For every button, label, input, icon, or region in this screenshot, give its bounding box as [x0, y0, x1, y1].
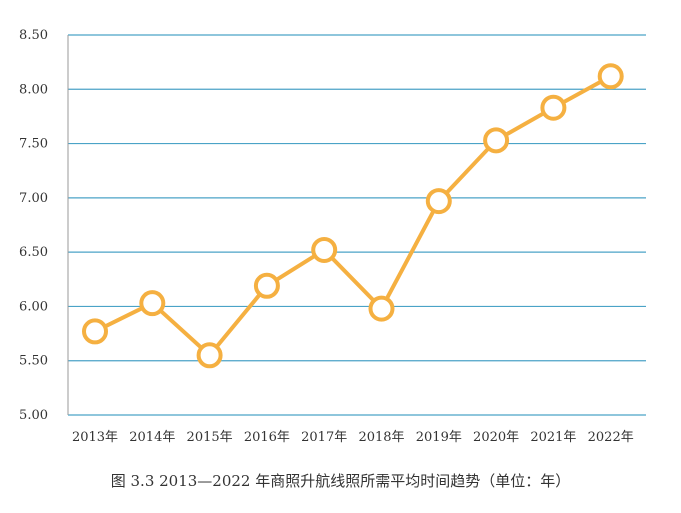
x-tick-label: 2019年: [416, 430, 462, 445]
x-tick-label: 2017年: [301, 430, 347, 445]
y-tick-label: 7.00: [19, 191, 48, 206]
data-point-7: [483, 127, 510, 154]
x-tick-label: 2020年: [473, 430, 519, 445]
x-tick-label: 2021年: [530, 430, 576, 445]
data-point-2: [196, 342, 223, 369]
y-tick-label: 6.50: [19, 245, 48, 260]
y-tick-label: 6.00: [19, 299, 48, 314]
data-point-8: [540, 94, 567, 121]
x-tick-label: 2013年: [72, 430, 118, 445]
data-point-4: [311, 236, 338, 263]
x-tick-label: 2016年: [244, 430, 290, 445]
data-point-0: [82, 318, 108, 345]
data-point-3: [253, 272, 280, 299]
y-tick-label: 7.50: [19, 137, 48, 152]
grid-lines: [67, 34, 646, 416]
x-tick-label: 2014年: [129, 430, 175, 445]
x-axis-tick-labels: 2013年 2014年 2015年 2016年 2017年 2018年 2019年 2020年…: [72, 430, 634, 445]
x-tick-label: 2015年: [187, 430, 233, 445]
y-tick-label: 8.00: [19, 82, 48, 97]
figure-caption: 图 3.3 2013—2022 年商照升航线照所需平均时间趋势（单位：年）: [110, 472, 571, 490]
y-tick-label: 8.50: [19, 28, 48, 43]
y-axis-tick-labels: 5.00 5.50 6.00 6.50 7.00 7.50 8.00 8.50: [19, 28, 48, 423]
data-point-6: [425, 188, 452, 215]
series-line-path: [93, 74, 613, 358]
series-points: [82, 63, 624, 369]
data-point-1: [139, 290, 166, 317]
data-point-9: [597, 63, 624, 90]
x-tick-label: 2022年: [588, 430, 634, 445]
series-line: [93, 74, 613, 358]
data-point-5: [368, 295, 395, 322]
x-tick-label: 2018年: [358, 430, 404, 445]
y-tick-label: 5.00: [19, 408, 48, 423]
y-tick-label: 5.50: [19, 354, 48, 369]
